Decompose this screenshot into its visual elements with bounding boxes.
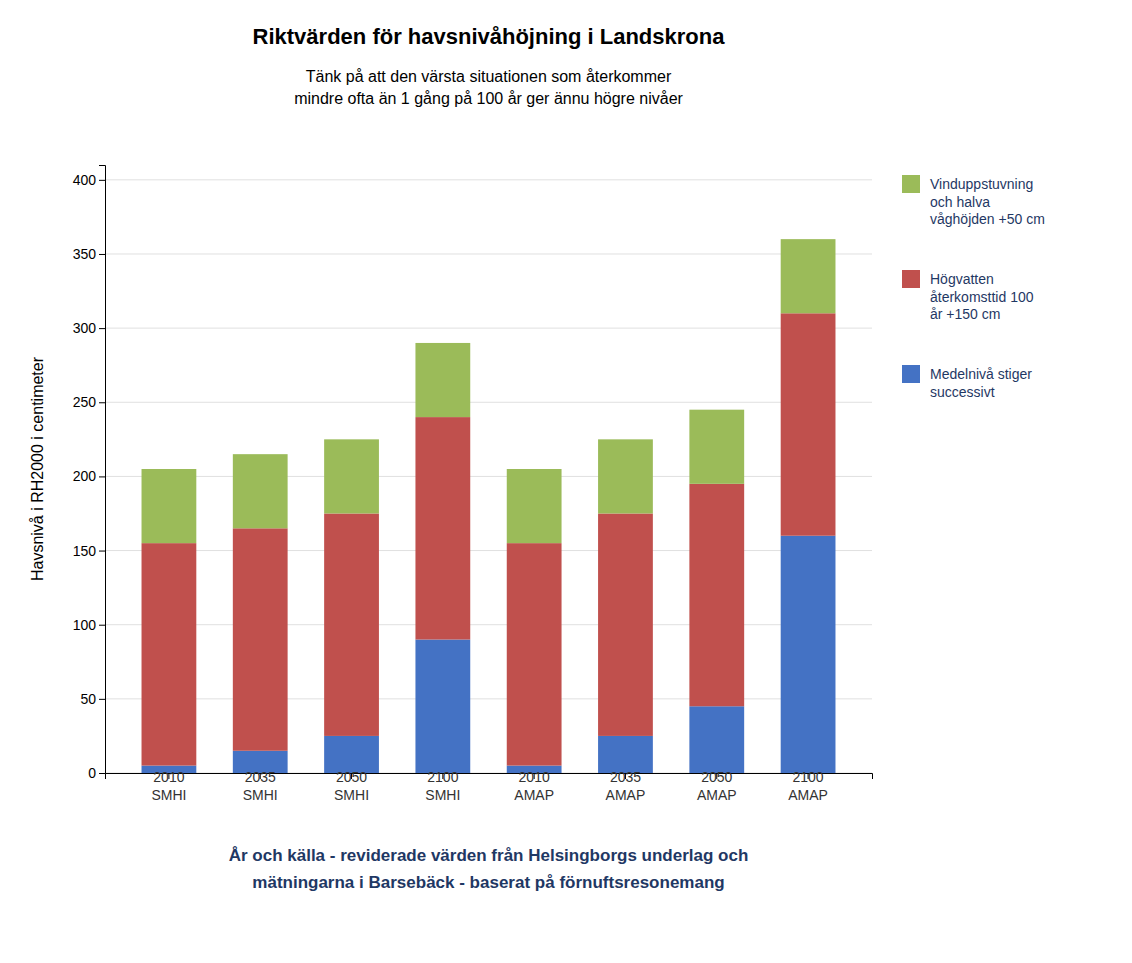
legend-swatch (902, 175, 920, 193)
y-tick-mark (99, 699, 105, 700)
legend-item: Högvattenåterkomsttid 100år +150 cm (902, 270, 1034, 322)
y-tick-label: 350 (73, 246, 97, 262)
plot-area: 0 50 100 150 200 250 300 350 400 2010SMHI 2035SMHI… (73, 166, 873, 804)
grid-line (105, 476, 872, 477)
legend-item: Medelnivå stigersuccessivt (902, 365, 1032, 400)
y-tick-mark (99, 773, 105, 774)
title: Riktvärden för havsnivåhöjning i Landskr… (253, 24, 726, 49)
bar (598, 513, 653, 735)
y-axis-title: Havsnivå i RH2000 i centimeter (29, 356, 46, 581)
x-tick-label: 2050AMAP (697, 769, 737, 803)
legend-label: Medelnivå stigersuccessivt (930, 366, 1032, 400)
legend: Vinduppstuvningoch halvavåghöjden +50 cm… (902, 175, 1045, 400)
x-tick: 2100SMHI (425, 769, 460, 803)
y-tick-mark (99, 180, 105, 181)
x-tick-label: 2035AMAP (606, 769, 646, 803)
bar (233, 454, 288, 528)
y-tick-mark (99, 476, 105, 477)
bar (324, 736, 379, 773)
y-tick: 150 (73, 543, 105, 559)
grid-line (105, 550, 872, 551)
y-tick-label: 0 (88, 765, 96, 781)
bar (324, 513, 379, 735)
y-tick-mark (99, 402, 105, 403)
grid-line (105, 698, 872, 699)
y-tick: 200 (73, 468, 105, 484)
legend-item: Vinduppstuvningoch halvavåghöjden +50 cm (902, 175, 1045, 227)
series (142, 239, 836, 543)
x-tick: 2010SMHI (151, 769, 186, 803)
y-tick: 400 (73, 172, 105, 188)
x-tick-label: 2050SMHI (334, 769, 369, 803)
y-tick-label: 150 (73, 543, 97, 559)
legend-swatch (902, 270, 920, 288)
x-tick-label: 2100AMAP (788, 769, 828, 803)
legend-swatch (902, 365, 920, 383)
legend-label: Högvattenåterkomsttid 100år +150 cm (930, 271, 1034, 322)
y-axis-line (99, 166, 106, 774)
x-tick-label: 2035SMHI (243, 769, 278, 803)
legend-label: Vinduppstuvningoch halvavåghöjden +50 cm (930, 176, 1045, 227)
bar (507, 543, 562, 765)
y-tick-label: 100 (73, 617, 97, 633)
y-tick-mark (99, 551, 105, 552)
x-tick: 2050SMHI (334, 769, 369, 803)
grid-line (105, 253, 872, 254)
y-tick-mark (99, 625, 105, 626)
x-tick-label: 2010SMHI (151, 769, 186, 803)
bar (415, 640, 470, 773)
bar (781, 536, 836, 773)
bar (142, 543, 197, 765)
bar (689, 706, 744, 773)
bar (689, 484, 744, 706)
bar (415, 343, 470, 417)
bar (598, 736, 653, 773)
grid-line (105, 624, 872, 625)
bar (781, 239, 836, 313)
bar (324, 439, 379, 513)
y-tick-label: 200 (73, 468, 97, 484)
x-tick: 2035AMAP (606, 769, 646, 803)
x-axis-title: År och källa - reviderade värden från He… (229, 846, 749, 892)
bars (142, 239, 836, 773)
y-tick-label: 50 (80, 691, 96, 707)
y-tick: 300 (73, 320, 105, 336)
x-tick: 2100AMAP (788, 769, 828, 803)
y-axis: 0 50 100 150 200 250 300 350 400 (73, 166, 106, 781)
subtitle: Tänk på att den värsta situationen som å… (294, 68, 683, 107)
y-tick-label: 300 (73, 320, 97, 336)
bar (142, 469, 197, 543)
y-tick-label: 250 (73, 394, 97, 410)
series (142, 313, 836, 765)
y-tick: 0 (88, 765, 105, 781)
bar (415, 417, 470, 639)
bar (507, 469, 562, 543)
x-tick: 2010AMAP (514, 769, 554, 803)
grid (105, 180, 872, 773)
grid-line (105, 402, 872, 403)
grid-line (105, 328, 872, 329)
y-tick-mark (99, 328, 105, 329)
x-tick: 2050AMAP (697, 769, 737, 803)
chart: Riktvärden för havsnivåhöjning i Landskr… (0, 0, 1132, 963)
x-axis: 2010SMHI 2035SMHI 2050SMHI 2100SMHI 2010AMAP… (106, 769, 873, 803)
x-axis-line (106, 774, 873, 780)
grid-line (105, 179, 872, 180)
y-tick-label: 400 (73, 172, 97, 188)
x-tick: 2035SMHI (243, 769, 278, 803)
y-tick-mark (99, 254, 105, 255)
y-tick: 350 (73, 246, 105, 262)
bar (689, 410, 744, 484)
y-tick: 250 (73, 394, 105, 410)
x-tick-label: 2010AMAP (514, 769, 554, 803)
y-tick: 50 (80, 691, 105, 707)
y-tick: 100 (73, 617, 105, 633)
bar (598, 439, 653, 513)
x-tick-label: 2100SMHI (425, 769, 460, 803)
bar (781, 313, 836, 535)
bar (233, 528, 288, 750)
